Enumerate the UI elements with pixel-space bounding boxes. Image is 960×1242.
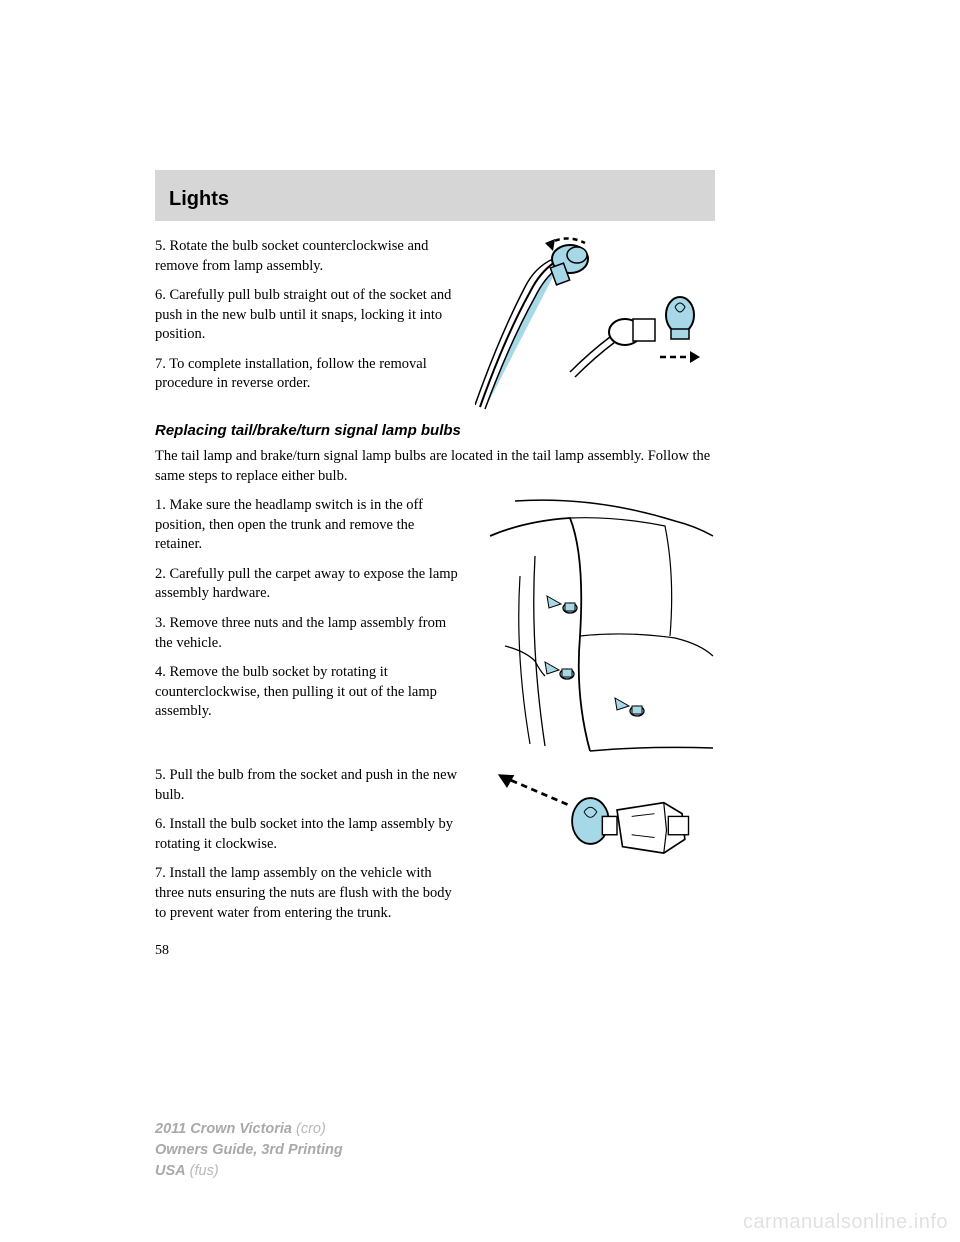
section1-text: 5. Rotate the bulb socket counterclockwi… <box>155 237 461 412</box>
intro-text: The tail lamp and brake/turn signal lamp… <box>155 447 715 486</box>
footer-line3: USA (fus) <box>155 1161 343 1182</box>
step3-7: 7. Install the lamp assembly on the vehi… <box>155 864 461 923</box>
step-5: 5. Rotate the bulb socket counterclockwi… <box>155 237 461 276</box>
section2-text: 1. Make sure the headlamp switch is in t… <box>155 496 461 756</box>
page-number: 58 <box>155 943 715 959</box>
step2-4: 4. Remove the bulb socket by rotating it… <box>155 663 461 722</box>
figure-3 <box>475 766 715 933</box>
watermark: carmanualsonline.info <box>743 1211 948 1234</box>
figure-2 <box>475 496 715 756</box>
footer-line1: 2011 Crown Victoria (cro) <box>155 1119 343 1140</box>
step3-5: 5. Pull the bulb from the socket and pus… <box>155 766 461 805</box>
section-header: Lights <box>155 170 715 221</box>
footer: 2011 Crown Victoria (cro) Owners Guide, … <box>155 1119 343 1182</box>
step3-6: 6. Install the bulb socket into the lamp… <box>155 815 461 854</box>
step-6: 6. Carefully pull bulb straight out of t… <box>155 286 461 345</box>
step-7: 7. To complete installation, follow the … <box>155 355 461 394</box>
figure-1 <box>475 237 715 412</box>
subheading: Replacing tail/brake/turn signal lamp bu… <box>155 422 715 439</box>
section3-text: 5. Pull the bulb from the socket and pus… <box>155 766 461 933</box>
step2-1: 1. Make sure the headlamp switch is in t… <box>155 496 461 555</box>
footer-line2: Owners Guide, 3rd Printing <box>155 1140 343 1161</box>
step2-3: 3. Remove three nuts and the lamp assemb… <box>155 614 461 653</box>
section-title: Lights <box>169 188 701 211</box>
step2-2: 2. Carefully pull the carpet away to exp… <box>155 565 461 604</box>
